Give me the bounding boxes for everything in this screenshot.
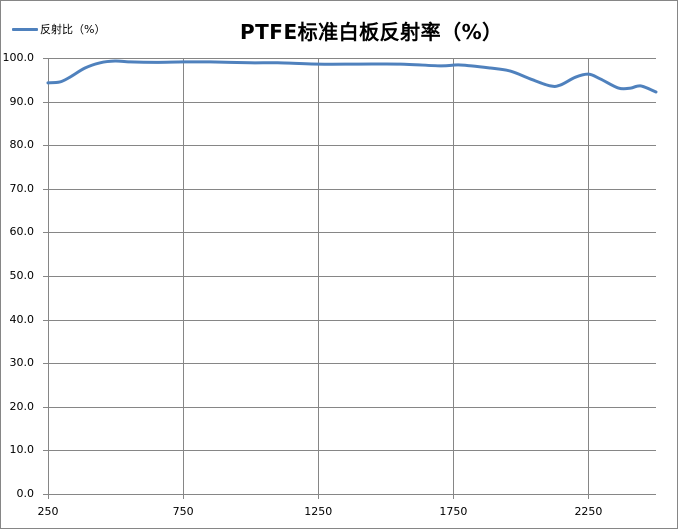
x-tick-label: 2250 — [574, 505, 603, 518]
x-tick-label: 1250 — [304, 505, 333, 518]
y-tick-label: 0.0 — [16, 487, 35, 500]
legend-swatch-icon — [12, 27, 38, 31]
y-tick-label: 60.0 — [9, 225, 35, 239]
chart-title: PTFE标准白板反射率（%） — [240, 20, 503, 44]
gridlines — [43, 58, 656, 499]
x-tick-label: 1750 — [439, 505, 468, 518]
y-tick-label: 50.0 — [9, 269, 35, 282]
legend-label: 反射比（%） — [40, 23, 106, 36]
y-tick-label: 40.0 — [9, 312, 35, 326]
legend: 反射比（%） — [12, 21, 105, 37]
x-tick-label: 250 — [37, 505, 59, 518]
y-tick-label: 80.0 — [9, 138, 35, 152]
y-tick-label: 10.0 — [9, 443, 35, 457]
y-tick-label: 20.0 — [9, 399, 35, 413]
y-tick-label: 100.0 — [2, 51, 35, 64]
y-tick-label: 30.0 — [9, 356, 35, 370]
y-tick-label: 70.0 — [9, 181, 35, 195]
y-tick-label: 90.0 — [9, 94, 35, 108]
x-tick-label: 750 — [172, 505, 194, 518]
series-line-reflectance — [46, 59, 658, 94]
